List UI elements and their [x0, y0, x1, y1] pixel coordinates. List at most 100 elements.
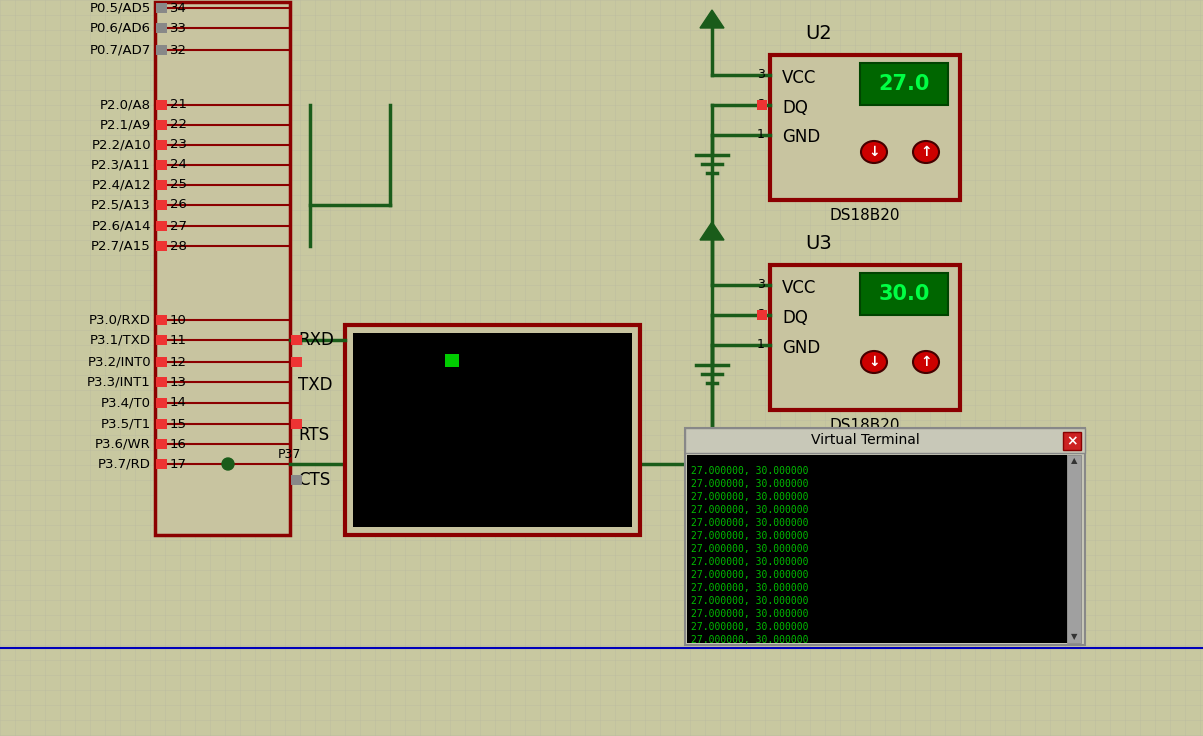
Bar	[156, 377, 167, 387]
Bar	[156, 439, 167, 449]
Text: ↑: ↑	[920, 355, 932, 369]
Text: 27.000000, 30.000000: 27.000000, 30.000000	[691, 609, 808, 619]
Bar	[1067, 455, 1081, 643]
Text: DQ: DQ	[782, 309, 808, 327]
Text: 2: 2	[757, 308, 765, 322]
Text: 32: 32	[170, 43, 186, 57]
Text: 27.000000, 30.000000: 27.000000, 30.000000	[691, 479, 808, 489]
Text: ▲: ▲	[1071, 456, 1077, 465]
Text: P2.5/A13: P2.5/A13	[91, 199, 152, 211]
Polygon shape	[700, 222, 724, 240]
Bar	[860, 273, 948, 315]
Text: P2.7/A15: P2.7/A15	[91, 239, 152, 252]
Bar	[156, 23, 167, 33]
Bar	[156, 221, 167, 231]
Text: P3.3/INT1: P3.3/INT1	[88, 375, 152, 389]
Text: P3.5/T1: P3.5/T1	[101, 417, 152, 431]
Text: 12: 12	[170, 355, 186, 369]
Bar	[687, 455, 1067, 643]
Text: 27: 27	[170, 219, 186, 233]
Text: 1: 1	[757, 339, 765, 352]
Bar	[757, 310, 768, 320]
Bar	[685, 428, 1085, 453]
Text: 27.0: 27.0	[878, 74, 930, 94]
Ellipse shape	[861, 351, 887, 373]
Text: DQ: DQ	[782, 99, 808, 117]
Text: 15: 15	[170, 417, 186, 431]
Text: 1: 1	[757, 129, 765, 141]
Text: 27.000000, 30.000000: 27.000000, 30.000000	[691, 596, 808, 606]
Text: ↓: ↓	[869, 145, 879, 159]
Text: 27.000000, 30.000000: 27.000000, 30.000000	[691, 518, 808, 528]
Text: 21: 21	[170, 99, 186, 111]
Text: P0.7/AD7: P0.7/AD7	[90, 43, 152, 57]
Text: ▼: ▼	[1071, 632, 1077, 642]
Text: 27.000000, 30.000000: 27.000000, 30.000000	[691, 557, 808, 567]
Text: 27.000000, 30.000000: 27.000000, 30.000000	[691, 544, 808, 554]
Bar	[156, 241, 167, 251]
Text: P37: P37	[278, 447, 302, 461]
Text: 24: 24	[170, 158, 186, 171]
Text: 27.000000, 30.000000: 27.000000, 30.000000	[691, 492, 808, 502]
Text: VCC: VCC	[782, 69, 817, 87]
Ellipse shape	[861, 141, 887, 163]
Text: 10: 10	[170, 314, 186, 327]
Bar	[352, 333, 632, 527]
Bar	[770, 265, 960, 410]
Bar	[1063, 432, 1081, 450]
Text: U2: U2	[805, 24, 831, 43]
Text: RXD: RXD	[298, 331, 334, 349]
Text: 22: 22	[170, 118, 186, 132]
Text: 34: 34	[170, 1, 186, 15]
Bar	[155, 2, 290, 535]
Text: RTS: RTS	[298, 426, 330, 444]
Text: 33: 33	[170, 21, 186, 35]
Text: DS18B20: DS18B20	[830, 208, 900, 223]
Text: P3.0/RXD: P3.0/RXD	[89, 314, 152, 327]
Bar	[156, 459, 167, 469]
Text: P2.0/A8: P2.0/A8	[100, 99, 152, 111]
Text: GND: GND	[782, 128, 820, 146]
Text: ×: ×	[1066, 434, 1078, 448]
Bar	[156, 398, 167, 408]
Text: P0.6/AD6: P0.6/AD6	[90, 21, 152, 35]
Bar	[757, 100, 768, 110]
Text: P37: P37	[538, 445, 562, 459]
Text: 26: 26	[170, 199, 186, 211]
Text: GND: GND	[782, 339, 820, 357]
Text: 27.000000, 30.000000: 27.000000, 30.000000	[691, 635, 808, 645]
Text: DS18B20: DS18B20	[830, 418, 900, 433]
Bar	[156, 335, 167, 345]
Text: 27.000000, 30.000000: 27.000000, 30.000000	[691, 570, 808, 580]
Text: ↓: ↓	[869, 355, 879, 369]
Text: 23: 23	[170, 138, 186, 152]
Text: P2.3/A11: P2.3/A11	[91, 158, 152, 171]
Bar	[156, 45, 167, 55]
Text: 27.000000, 30.000000: 27.000000, 30.000000	[691, 531, 808, 541]
Bar	[156, 160, 167, 170]
Text: P0.5/AD5: P0.5/AD5	[90, 1, 152, 15]
Text: 3: 3	[757, 68, 765, 82]
Bar	[291, 475, 302, 485]
Circle shape	[223, 458, 235, 470]
Bar	[156, 140, 167, 150]
Bar	[770, 55, 960, 200]
Text: 17: 17	[170, 458, 186, 470]
Text: 30.0: 30.0	[878, 284, 930, 304]
Text: 27.000000, 30.000000: 27.000000, 30.000000	[691, 505, 808, 515]
Text: 3: 3	[757, 278, 765, 291]
Text: P3.7/RD: P3.7/RD	[99, 458, 152, 470]
Bar	[156, 315, 167, 325]
Ellipse shape	[913, 141, 940, 163]
Bar	[445, 354, 460, 367]
Bar	[291, 419, 302, 429]
Ellipse shape	[913, 351, 940, 373]
Text: U3: U3	[805, 234, 831, 253]
Text: Virtual Terminal: Virtual Terminal	[811, 434, 919, 447]
Bar	[156, 120, 167, 130]
Text: P3.6/WR: P3.6/WR	[95, 437, 152, 450]
Text: 27.000000, 30.000000: 27.000000, 30.000000	[691, 583, 808, 593]
Bar	[156, 200, 167, 210]
Bar	[156, 3, 167, 13]
Text: 27.000000, 30.000000: 27.000000, 30.000000	[691, 466, 808, 476]
